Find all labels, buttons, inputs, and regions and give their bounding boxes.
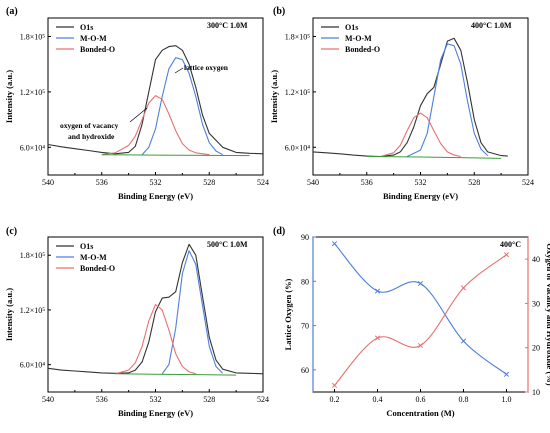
condition-label: 300°C 1.0M bbox=[207, 21, 248, 30]
y-tick-label: 6.0×10⁴ bbox=[20, 143, 46, 152]
x-tick-label: 528 bbox=[203, 178, 215, 187]
legend-label-bonded-o: Bonded-O bbox=[345, 45, 380, 54]
y-tick-label: 1.8×10⁵ bbox=[20, 32, 46, 41]
panel-a: 540 536 532 528 524 6.0×10⁴ 1.2×10⁵ 1.8×10⁵ Bind… bbox=[4, 6, 269, 201]
condition-label: 400°C bbox=[500, 240, 521, 249]
condition-label: 500°C 1.0M bbox=[207, 240, 248, 249]
panel-letter: (d) bbox=[273, 226, 285, 237]
annotation-oxygen-vacancy: oxygen of vacancy bbox=[60, 121, 119, 130]
data-point-marker bbox=[417, 280, 424, 287]
series-line-bonded-o bbox=[101, 95, 210, 156]
x-axis-label: Binding Energy (eV) bbox=[118, 191, 193, 201]
data-point-marker bbox=[331, 241, 338, 247]
x-tick-label: 0.6 bbox=[416, 395, 426, 404]
legend-label-o1s: O1s bbox=[345, 23, 358, 32]
series-line-o1s bbox=[312, 37, 508, 158]
data-point-marker bbox=[374, 288, 381, 294]
y-tick-label: 1.2×10⁵ bbox=[285, 88, 311, 97]
y-tick-label: 6.0×10⁴ bbox=[285, 143, 311, 152]
panel-letter: (c) bbox=[6, 226, 17, 237]
legend-label-m-o-m: M-O-M bbox=[80, 253, 107, 262]
legend-label-m-o-m: M-O-M bbox=[345, 34, 372, 43]
panel-d-plot-frame bbox=[312, 236, 529, 393]
condition-label: 400°C 1.0M bbox=[471, 21, 512, 30]
data-point-marker bbox=[331, 382, 338, 388]
legend-label-bonded-o: Bonded-O bbox=[80, 45, 115, 54]
series-line-o1s bbox=[47, 45, 264, 155]
legend-label-o1s: O1s bbox=[80, 23, 93, 32]
series-line-baseline bbox=[115, 373, 237, 376]
y-right-tick-label: 40 bbox=[532, 255, 540, 264]
legend-label-m-o-m: M-O-M bbox=[80, 34, 107, 43]
y-right-axis-label: Oxygen of Vacancy and Hydroxide (%) bbox=[545, 243, 550, 385]
y-axis-label: Intensity (a.u.) bbox=[4, 70, 14, 123]
x-axis-label: Binding Energy (eV) bbox=[383, 191, 458, 201]
annotation-lattice-oxygen: lattice oxygen bbox=[184, 63, 229, 72]
legend-label-bonded-o: Bonded-O bbox=[80, 264, 115, 273]
data-point-marker bbox=[503, 252, 510, 258]
y-tick-label: 6.0×10⁴ bbox=[20, 361, 46, 370]
series-line-m-o-m bbox=[406, 43, 489, 157]
series-line-lattice-oxygen bbox=[334, 243, 507, 375]
y-right-tick-label: 20 bbox=[532, 344, 540, 353]
y-tick-label: 70 bbox=[301, 322, 309, 331]
x-tick-label: 536 bbox=[361, 178, 373, 187]
data-point-marker bbox=[460, 338, 467, 344]
y-axis-label: Intensity (a.u.) bbox=[4, 288, 14, 341]
y-tick-label: 1.2×10⁵ bbox=[20, 306, 46, 315]
x-tick-label: 524 bbox=[257, 395, 269, 404]
data-point-marker bbox=[460, 285, 467, 291]
legend-label-o1s: O1s bbox=[80, 242, 93, 251]
series-line-m-o-m bbox=[141, 57, 223, 156]
y-right-tick-label: 10 bbox=[532, 388, 540, 397]
annotation-hydroxide: and hydroxide bbox=[68, 132, 115, 141]
annotation-pointer bbox=[174, 67, 184, 74]
series-line-m-o-m bbox=[161, 250, 224, 375]
y-tick-label: 1.2×10⁵ bbox=[20, 88, 46, 97]
series-line-o1s bbox=[47, 243, 264, 375]
data-point-marker bbox=[503, 371, 510, 377]
x-tick-label: 528 bbox=[203, 395, 215, 404]
x-tick-label: 0.4 bbox=[373, 395, 383, 404]
x-axis-label: Binding Energy (eV) bbox=[118, 408, 193, 418]
x-tick-label: 0.2 bbox=[330, 395, 340, 404]
y-tick-label: 80 bbox=[301, 277, 309, 286]
x-tick-label: 524 bbox=[522, 178, 534, 187]
x-tick-label: 540 bbox=[42, 395, 54, 404]
x-tick-label: 532 bbox=[150, 178, 162, 187]
x-axis-label: Concentration (M) bbox=[386, 408, 454, 418]
x-tick-label: 540 bbox=[307, 178, 319, 187]
x-tick-label: 536 bbox=[96, 395, 108, 404]
y-axis-label: Lattice Oxygen (%) bbox=[283, 278, 293, 350]
x-tick-label: 524 bbox=[257, 178, 269, 187]
panel-c: 540 536 532 528 524 6.0×10⁴ 1.2×10⁵ 1.8×10⁵ Bind… bbox=[4, 226, 269, 418]
series-line-baseline bbox=[101, 154, 250, 157]
x-tick-label: 536 bbox=[96, 178, 108, 187]
series-line-vacancy-hydroxide bbox=[334, 254, 507, 386]
panel-letter: (b) bbox=[273, 6, 285, 17]
x-tick-label: 528 bbox=[468, 178, 480, 187]
y-axis-label: Intensity (a.u.) bbox=[269, 70, 279, 123]
y-right-tick-label: 30 bbox=[532, 299, 540, 308]
x-tick-label: 540 bbox=[42, 178, 54, 187]
y-tick-label: 90 bbox=[301, 233, 309, 242]
panel-letter: (a) bbox=[6, 6, 18, 17]
y-tick-label: 1.8×10⁵ bbox=[285, 32, 311, 41]
y-tick-label: 1.8×10⁵ bbox=[20, 251, 46, 260]
panel-d: 0.2 0.4 0.6 0.8 1.0 60 70 80 90 10 20 30 40 Concentra… bbox=[273, 226, 550, 418]
panel-b: 540 536 532 528 524 6.0×10⁴ 1.2×10⁵ 1.8×10⁵ Bind… bbox=[269, 6, 534, 201]
x-tick-label: 532 bbox=[415, 178, 427, 187]
x-tick-label: 0.8 bbox=[459, 395, 469, 404]
annotation-pointer bbox=[129, 107, 148, 123]
x-tick-label: 532 bbox=[150, 395, 162, 404]
series-line-bonded-o bbox=[115, 303, 196, 375]
x-tick-label: 1.0 bbox=[502, 395, 512, 404]
series-line-bonded-o bbox=[380, 112, 461, 158]
series-line-baseline bbox=[366, 156, 502, 159]
y-tick-label: 60 bbox=[301, 366, 309, 375]
data-point-marker bbox=[417, 342, 424, 349]
data-point-marker bbox=[374, 335, 381, 341]
